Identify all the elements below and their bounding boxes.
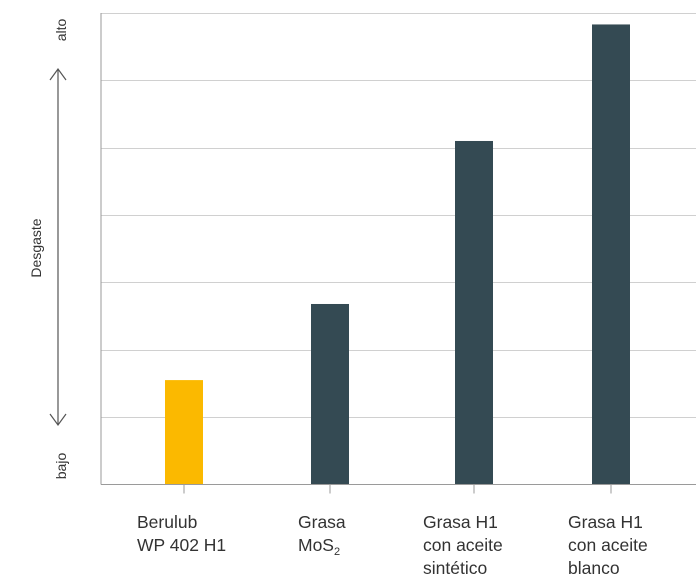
- category-label-line: WP 402 H1: [137, 535, 226, 555]
- bar: [165, 380, 203, 485]
- grid-lines: [101, 13, 696, 418]
- double-arrow-icon: [49, 67, 67, 427]
- category-label: Grasa MoS2: [298, 512, 346, 558]
- category-label: Grasa H1 con aceite sintético: [423, 512, 503, 578]
- bar: [311, 303, 349, 485]
- category-label-line: Grasa: [298, 512, 346, 532]
- bar: [455, 140, 493, 485]
- category-labels: Berulub WP 402 H1 Grasa MoS2 Grasa H1 con ace…: [137, 512, 648, 578]
- y-high-label: alto: [53, 19, 69, 42]
- y-axis-title: Desgaste: [28, 218, 44, 277]
- category-label-subscript: 2: [334, 546, 340, 558]
- category-label-line: Grasa H1: [568, 512, 643, 532]
- category-label-line: MoS: [298, 535, 334, 555]
- bars: [165, 24, 630, 485]
- category-label-line: con aceite: [568, 535, 648, 555]
- category-label-line: con aceite: [423, 535, 503, 555]
- category-label-line: Berulub: [137, 512, 197, 532]
- bar: [592, 24, 630, 485]
- category-label-line: blanco: [568, 558, 620, 578]
- category-label-line: Grasa H1: [423, 512, 498, 532]
- category-label: Berulub WP 402 H1: [137, 512, 226, 555]
- axes: [100, 13, 696, 494]
- y-axis-annotation: alto Desgaste bajo: [28, 19, 69, 480]
- y-low-label: bajo: [53, 453, 69, 480]
- category-label-line: sintético: [423, 558, 487, 578]
- category-label: Grasa H1 con aceite blanco: [568, 512, 648, 578]
